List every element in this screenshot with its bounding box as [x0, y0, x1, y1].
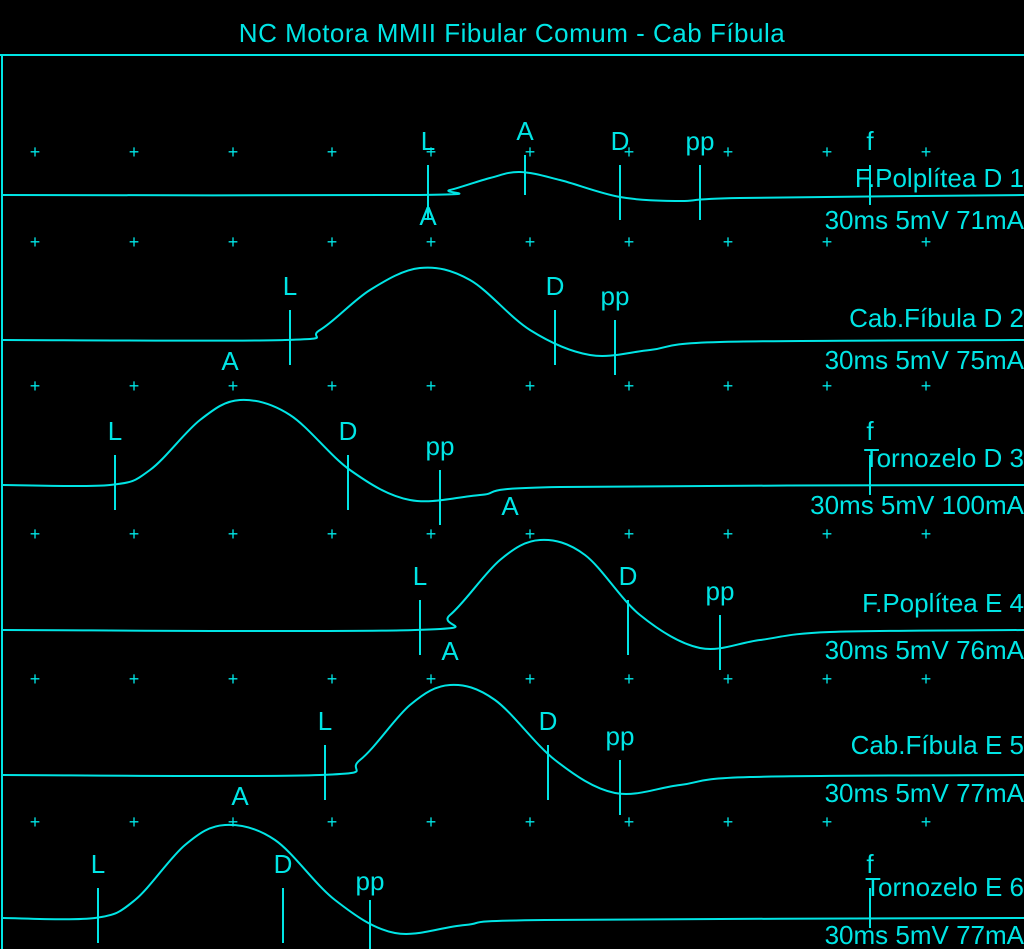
- grid-tick: +: [822, 376, 833, 396]
- trace-name-1: F.Polplítea D 1: [855, 163, 1024, 194]
- marker-label-A: A: [231, 781, 249, 811]
- grid-tick: +: [327, 669, 338, 689]
- grid-tick: +: [228, 524, 239, 544]
- marker-label-A: A: [221, 346, 239, 376]
- grid-tick: +: [723, 142, 734, 162]
- grid-tick: +: [426, 812, 437, 832]
- marker-label-pp: pp: [706, 576, 735, 606]
- marker-label-L: L: [421, 126, 435, 156]
- grid-tick: +: [921, 524, 932, 544]
- grid-tick: +: [228, 669, 239, 689]
- grid-tick: +: [723, 376, 734, 396]
- grid-tick: +: [129, 669, 140, 689]
- marker-label-D: D: [539, 706, 558, 736]
- grid-tick: +: [525, 669, 536, 689]
- trace-name-5: Cab.Fíbula E 5: [851, 730, 1024, 761]
- grid-tick: +: [129, 232, 140, 252]
- trace-params-6: 30ms 5mV 77mA: [825, 920, 1024, 949]
- grid-tick: +: [327, 524, 338, 544]
- grid-tick: +: [426, 376, 437, 396]
- marker-label-L: L: [108, 416, 122, 446]
- grid-tick: +: [822, 812, 833, 832]
- grid-tick: +: [327, 232, 338, 252]
- grid-tick: +: [525, 812, 536, 832]
- trace-name-6: Tornozelo E 6: [865, 872, 1024, 903]
- marker-label-A: A: [419, 201, 437, 231]
- marker-label-D: D: [619, 561, 638, 591]
- marker-label-D: D: [274, 849, 293, 879]
- grid-tick: +: [228, 812, 239, 832]
- marker-label-L: L: [318, 706, 332, 736]
- grid-tick: +: [30, 232, 41, 252]
- grid-tick: +: [30, 376, 41, 396]
- grid-tick: +: [822, 669, 833, 689]
- grid-tick: +: [426, 669, 437, 689]
- grid-tick: +: [30, 669, 41, 689]
- marker-label-pp: pp: [356, 866, 385, 896]
- grid-tick: +: [624, 232, 635, 252]
- marker-label-L: L: [413, 561, 427, 591]
- marker-label-pp: pp: [426, 431, 455, 461]
- trace-params-4: 30ms 5mV 76mA: [825, 635, 1024, 666]
- grid-tick: +: [723, 812, 734, 832]
- grid-tick: +: [723, 232, 734, 252]
- trace-name-3: Tornozelo D 3: [864, 443, 1024, 474]
- marker-label-L: L: [91, 849, 105, 879]
- grid-tick: +: [525, 232, 536, 252]
- grid-tick: +: [921, 376, 932, 396]
- marker-label-f: f: [866, 416, 874, 446]
- marker-label-pp: pp: [606, 721, 635, 751]
- grid-tick: +: [822, 524, 833, 544]
- grid-tick: +: [30, 524, 41, 544]
- grid-tick: +: [129, 142, 140, 162]
- grid-tick: +: [30, 812, 41, 832]
- marker-label-A: A: [516, 116, 534, 146]
- grid-tick: +: [129, 376, 140, 396]
- grid-tick: +: [525, 376, 536, 396]
- trace-name-2: Cab.Fíbula D 2: [849, 303, 1024, 334]
- grid-tick: +: [327, 142, 338, 162]
- grid-tick: +: [228, 376, 239, 396]
- trace-params-5: 30ms 5mV 77mA: [825, 778, 1024, 809]
- marker-label-D: D: [611, 126, 630, 156]
- grid-tick: +: [921, 669, 932, 689]
- marker-label-A: A: [441, 636, 459, 666]
- grid-tick: +: [327, 812, 338, 832]
- grid-tick: +: [822, 142, 833, 162]
- marker-label-D: D: [546, 271, 565, 301]
- trace-params-3: 30ms 5mV 100mA: [810, 490, 1024, 521]
- grid-tick: +: [624, 376, 635, 396]
- grid-tick: +: [624, 524, 635, 544]
- grid-tick: +: [426, 232, 437, 252]
- trace-params-1: 30ms 5mV 71mA: [825, 205, 1024, 236]
- grid-tick: +: [921, 812, 932, 832]
- grid-tick: +: [624, 812, 635, 832]
- grid-tick: +: [228, 232, 239, 252]
- grid-tick: +: [228, 142, 239, 162]
- marker-label-A: A: [501, 491, 519, 521]
- trace-name-4: F.Poplítea E 4: [862, 588, 1024, 619]
- marker-label-pp: pp: [601, 281, 630, 311]
- grid-tick: +: [723, 524, 734, 544]
- marker-label-f: f: [866, 126, 874, 156]
- grid-tick: +: [129, 812, 140, 832]
- grid-tick: +: [426, 524, 437, 544]
- grid-tick: +: [129, 524, 140, 544]
- grid-tick: +: [624, 669, 635, 689]
- grid-tick: +: [723, 669, 734, 689]
- grid-tick: +: [30, 142, 41, 162]
- marker-label-pp: pp: [686, 126, 715, 156]
- marker-label-D: D: [339, 416, 358, 446]
- marker-label-L: L: [283, 271, 297, 301]
- grid-tick: +: [327, 376, 338, 396]
- trace-params-2: 30ms 5mV 75mA: [825, 345, 1024, 376]
- grid-tick: +: [921, 142, 932, 162]
